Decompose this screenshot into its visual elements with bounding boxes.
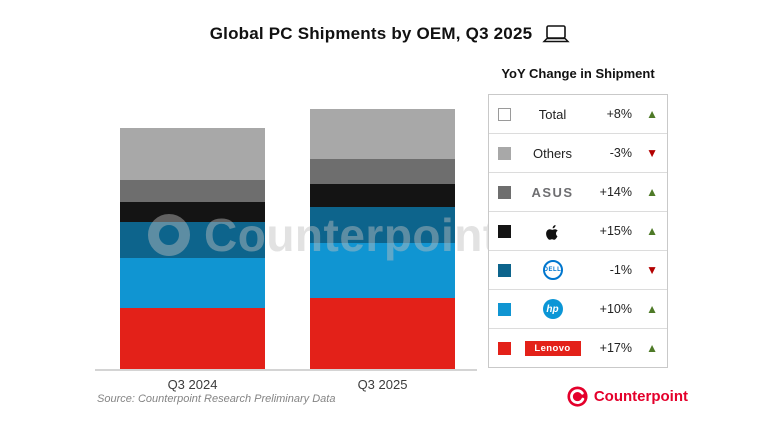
hp-logo: hp: [542, 299, 563, 319]
bar-segment-apple: [310, 184, 455, 207]
yoy-change-value: +8%: [606, 107, 632, 121]
trend-icon: ▼: [646, 146, 658, 160]
trend-icon: ▲: [646, 185, 658, 199]
legend-row: DELL -1% ▼: [489, 251, 667, 290]
lenovo-logo: Lenovo: [524, 340, 581, 356]
asus-logo: ASUS: [531, 184, 574, 200]
legend-table: Total +8% ▲ Others -3% ▼ ASUS +14% ▲: [488, 94, 668, 368]
yoy-change-value: +10%: [599, 302, 632, 316]
legend-heading: YoY Change in Shipment: [501, 66, 655, 81]
legend-swatch: [498, 146, 511, 160]
legend-swatch: [498, 263, 511, 277]
x-axis-line: [95, 369, 477, 371]
legend-row: hp +10% ▲: [489, 290, 667, 329]
laptop-icon: [542, 24, 570, 44]
bar-segment-asus: [120, 180, 265, 202]
bar-segment-dell: [310, 207, 455, 243]
trend-icon: ▲: [646, 302, 658, 316]
bar-segment-hp: [120, 258, 265, 308]
bar-segment-others: [310, 108, 455, 159]
stacked-bar: [120, 128, 265, 370]
trend-icon: ▼: [646, 263, 658, 277]
trend-icon: ▲: [646, 224, 658, 238]
legend-row: +15% ▲: [489, 212, 667, 251]
bar-segment-lenovo: [120, 308, 265, 370]
apple-logo: [545, 222, 561, 240]
page-title: Global PC Shipments by OEM, Q3 2025: [209, 24, 533, 43]
legend-label-others: Others: [532, 145, 572, 161]
legend-swatch: [498, 302, 511, 316]
yoy-change-value: -3%: [609, 146, 632, 160]
dell-logo: DELL: [542, 260, 563, 280]
legend-row: ASUS +14% ▲: [489, 173, 667, 212]
source-note: Source: Counterpoint Research Preliminar…: [97, 393, 336, 405]
brand-name: Counterpoint: [593, 388, 688, 405]
legend-swatch: [498, 224, 511, 238]
trend-icon: ▲: [646, 107, 658, 121]
yoy-change-value: +14%: [599, 185, 632, 199]
legend-swatch: [498, 341, 511, 355]
stacked-bar: [310, 108, 455, 370]
yoy-change-value: -1%: [609, 263, 632, 277]
bar-segment-lenovo: [310, 297, 455, 370]
legend-row: Total +8% ▲: [489, 95, 667, 134]
legend-label-total: Total: [538, 106, 567, 122]
legend-swatch: [498, 185, 511, 199]
legend-row: Others -3% ▼: [489, 134, 667, 173]
bar-segment-others: [120, 128, 265, 180]
yoy-change-value: +17%: [599, 341, 632, 355]
bar-segment-hp: [310, 242, 455, 298]
bar-segment-dell: [120, 222, 265, 258]
legend-swatch: [498, 107, 511, 121]
category-label: Q3 2025: [357, 377, 408, 392]
trend-icon: ▲: [646, 341, 658, 355]
yoy-change-value: +15%: [599, 224, 632, 238]
hp-logo-text: hp: [546, 303, 559, 315]
counterpoint-logo-icon: [567, 386, 588, 407]
bar-segment-apple: [120, 202, 265, 222]
header: Global PC Shipments by OEM, Q3 2025: [0, 24, 780, 44]
lenovo-logo-text: Lenovo: [534, 342, 571, 354]
category-label: Q3 2024: [167, 377, 218, 392]
legend-row: Lenovo +17% ▲: [489, 329, 667, 367]
bar-segment-asus: [310, 159, 455, 184]
dell-logo-text: DELL: [543, 267, 562, 273]
brand-logo: Counterpoint: [567, 386, 688, 407]
